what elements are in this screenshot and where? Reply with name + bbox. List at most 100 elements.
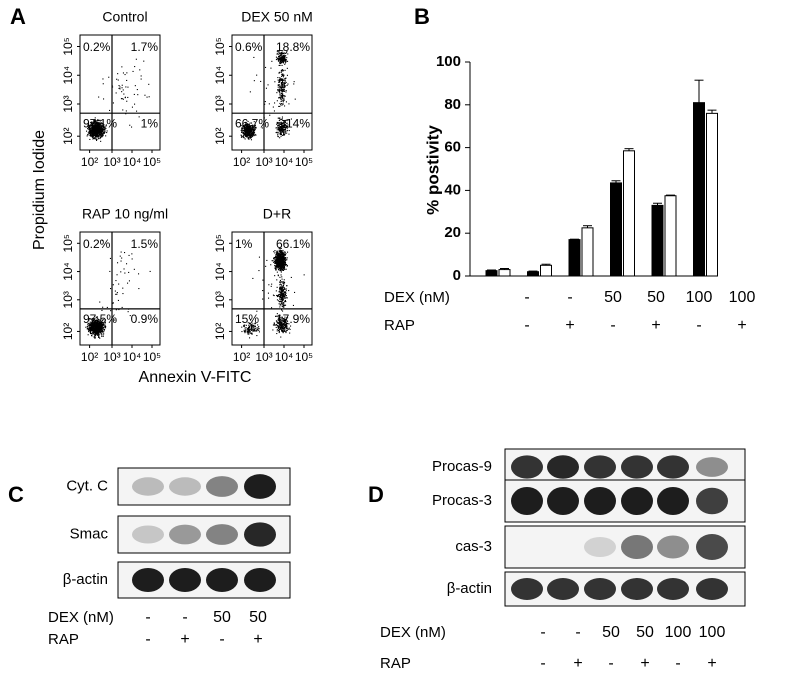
dot [283, 279, 285, 281]
dot [281, 255, 283, 257]
dot [253, 330, 255, 332]
dot [283, 265, 285, 267]
dot [281, 258, 283, 260]
dot [98, 127, 100, 129]
dot [282, 293, 284, 295]
dot [104, 127, 106, 129]
condition-label: 50 [602, 624, 620, 641]
dot [104, 326, 106, 328]
dot [96, 136, 98, 138]
dot [275, 263, 277, 265]
dot [88, 130, 90, 132]
dot [282, 294, 284, 296]
dot [97, 325, 99, 327]
dot [279, 97, 281, 99]
dot [94, 325, 96, 327]
dot [277, 77, 279, 79]
dot [281, 100, 283, 102]
dot [116, 78, 118, 80]
dot [279, 94, 281, 96]
dot [140, 75, 142, 77]
dot [244, 134, 246, 136]
dot [110, 310, 112, 312]
dot [277, 318, 279, 320]
dot [285, 292, 287, 294]
dot [280, 127, 282, 129]
dot [92, 134, 94, 136]
blot-label: cas-3 [455, 538, 492, 555]
dot [246, 132, 248, 134]
dot [146, 96, 148, 98]
dot [278, 123, 280, 125]
dot [99, 119, 101, 121]
condition-label: - [540, 624, 545, 641]
y-tick-label: 10⁴ [213, 66, 227, 85]
dot [282, 257, 284, 259]
dot [279, 296, 281, 298]
dot [247, 126, 249, 128]
dot [99, 125, 101, 127]
dot [104, 324, 106, 326]
dot [251, 333, 253, 335]
dot [278, 317, 280, 319]
dot [262, 290, 264, 292]
dot [285, 81, 287, 83]
dot [278, 51, 280, 53]
dot [280, 133, 282, 135]
dot [90, 326, 92, 328]
dot [284, 253, 286, 255]
dot [282, 120, 284, 122]
dot [282, 268, 284, 270]
plot-title: Control [102, 9, 147, 25]
dot [250, 139, 252, 141]
dot [131, 253, 133, 255]
dot [95, 134, 97, 136]
dot [285, 321, 287, 323]
bar [581, 227, 594, 277]
dot [278, 323, 280, 325]
dot [278, 64, 280, 66]
dot [93, 328, 95, 330]
dot [97, 334, 99, 336]
dot [276, 296, 278, 298]
dot [277, 265, 279, 267]
dot [282, 61, 284, 63]
dot [88, 325, 90, 327]
dot [277, 89, 279, 91]
panel-letter: B [414, 4, 430, 29]
dot [91, 335, 93, 337]
dot [249, 327, 251, 329]
condition-label: - [145, 609, 150, 626]
dot [283, 132, 285, 134]
dot [90, 123, 92, 125]
dot [273, 322, 275, 324]
plot-frame [231, 231, 313, 346]
dot [250, 134, 252, 136]
dot [258, 329, 260, 331]
dot [253, 327, 255, 329]
dot [283, 99, 285, 101]
condition-label: - [540, 655, 545, 672]
dot [91, 123, 93, 125]
dot [280, 269, 282, 271]
dot [287, 126, 289, 128]
dot [283, 322, 285, 324]
dot [94, 332, 96, 334]
dot [248, 330, 250, 332]
dot [96, 328, 98, 330]
dot [102, 133, 104, 135]
dot [99, 130, 101, 132]
dot [272, 106, 274, 108]
dot [279, 60, 281, 62]
dot [96, 128, 98, 130]
dot [127, 311, 129, 313]
dot [91, 121, 93, 123]
y-tick-label: 10⁴ [61, 66, 75, 85]
dot [282, 306, 284, 308]
dot [250, 328, 252, 330]
dot [278, 117, 280, 119]
band [657, 455, 689, 479]
dot [92, 331, 94, 333]
dot [280, 292, 282, 294]
dot [249, 328, 251, 330]
